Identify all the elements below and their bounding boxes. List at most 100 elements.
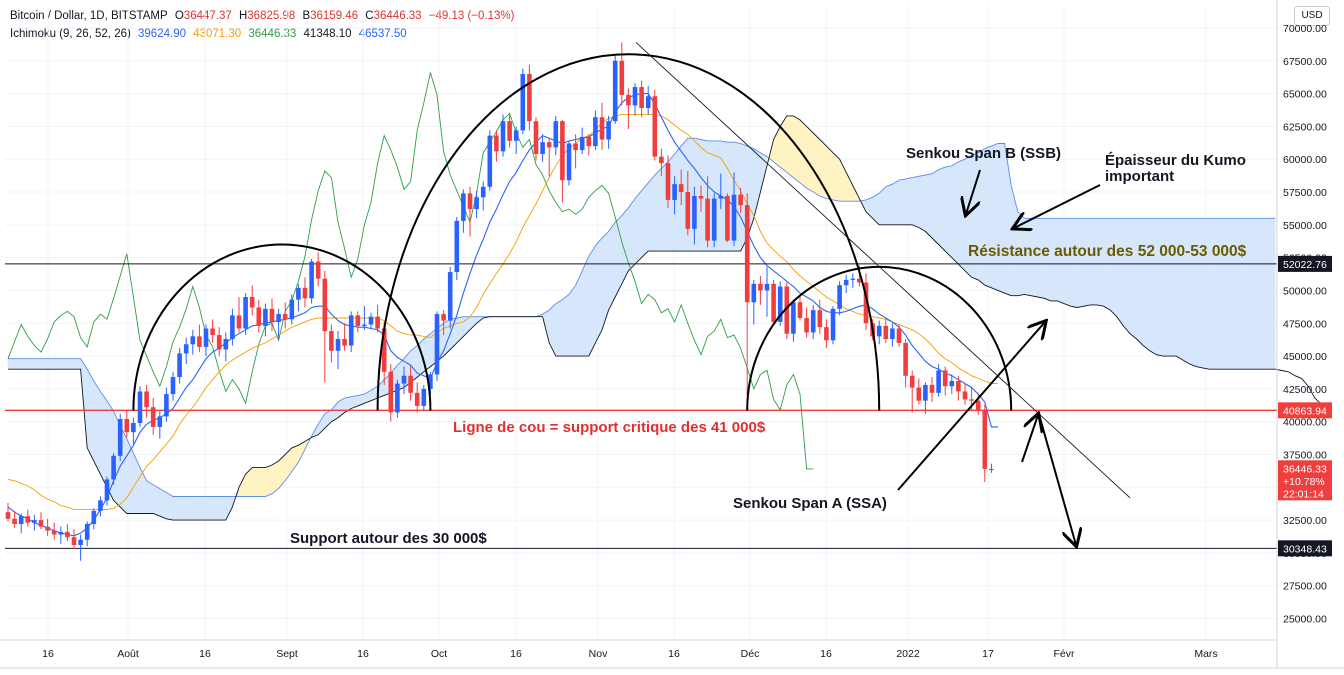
candle-body bbox=[678, 184, 684, 193]
candle-body bbox=[804, 318, 809, 333]
time-tick-label: 2022 bbox=[896, 648, 920, 660]
candle-body bbox=[612, 60, 618, 122]
candle bbox=[197, 324, 202, 353]
annotation-text: important bbox=[1105, 168, 1174, 185]
candle-body bbox=[692, 195, 697, 229]
time-tick-label: 17 bbox=[982, 648, 994, 660]
candle bbox=[395, 379, 400, 418]
candle bbox=[560, 119, 565, 203]
kumo-segment bbox=[641, 182, 649, 259]
kumo-segment bbox=[1149, 217, 1157, 356]
candle bbox=[65, 524, 70, 542]
candle-body bbox=[916, 387, 922, 401]
candle-body bbox=[989, 468, 994, 470]
kumo-segment bbox=[1096, 217, 1104, 307]
kijun-sen-line bbox=[7, 114, 998, 511]
current-price-text: 36446.33 bbox=[1283, 463, 1327, 475]
candle bbox=[441, 310, 446, 336]
candle bbox=[513, 126, 519, 154]
kumo-segment bbox=[608, 221, 616, 311]
candle-body bbox=[408, 375, 413, 393]
candle-body bbox=[824, 327, 829, 341]
kumo-segment bbox=[555, 299, 563, 357]
price-tick-label: 70000.00 bbox=[1283, 23, 1327, 35]
annotation-text: Senkou Span A (SSA) bbox=[733, 495, 887, 512]
candle bbox=[619, 42, 625, 106]
candle bbox=[124, 409, 130, 438]
candle bbox=[494, 130, 499, 162]
candle-body bbox=[969, 399, 974, 401]
price-label-text: 40863.94 bbox=[1283, 405, 1327, 417]
candle bbox=[302, 277, 308, 308]
candle-body bbox=[296, 287, 301, 300]
kumo-segment bbox=[812, 132, 821, 197]
kumo-segment bbox=[1083, 217, 1091, 307]
kumo-segment bbox=[20, 358, 29, 370]
candle bbox=[830, 306, 836, 345]
candle bbox=[355, 311, 361, 333]
price-tick-label: 55000.00 bbox=[1283, 220, 1327, 232]
kumo-segment bbox=[911, 175, 920, 228]
price-tick-label: 57500.00 bbox=[1283, 187, 1327, 199]
candle-body bbox=[725, 195, 730, 241]
kumo-segment bbox=[47, 358, 55, 370]
kumo-segment bbox=[944, 165, 953, 259]
kumo-segment bbox=[34, 358, 42, 370]
candle bbox=[797, 294, 803, 321]
candle bbox=[837, 281, 842, 316]
kumo-segment bbox=[1116, 217, 1124, 327]
legend-high-label: H bbox=[238, 10, 248, 22]
kumo-segment bbox=[984, 145, 992, 289]
candle-body bbox=[51, 530, 57, 535]
candle-body bbox=[474, 197, 479, 210]
time-tick-label: 16 bbox=[510, 648, 522, 660]
candle bbox=[428, 371, 433, 395]
kumo-segment bbox=[27, 358, 35, 370]
kumo-segment bbox=[166, 491, 174, 521]
candle-body bbox=[368, 316, 374, 325]
candle bbox=[131, 417, 136, 444]
candle bbox=[507, 114, 512, 148]
kumo-segment bbox=[1189, 217, 1197, 367]
trend-line bbox=[635, 42, 1131, 499]
kumo-segment bbox=[581, 256, 590, 357]
candle-body bbox=[771, 283, 776, 322]
kumo-segment bbox=[905, 177, 913, 226]
kumo-segment bbox=[1169, 217, 1177, 357]
price-tick-label: 67500.00 bbox=[1283, 56, 1327, 68]
time-tick-label: Oct bbox=[431, 648, 447, 660]
candle-body bbox=[718, 195, 724, 199]
kumo-segment bbox=[449, 317, 458, 351]
kumo-segment bbox=[997, 143, 1005, 294]
candle bbox=[579, 127, 585, 154]
senkou-span-a-line bbox=[8, 137, 1276, 497]
candle-body bbox=[936, 370, 941, 393]
senkou-span-b-line bbox=[8, 115, 1322, 521]
price-label-text: 30348.43 bbox=[1283, 543, 1327, 555]
candle bbox=[263, 303, 268, 337]
candle-body bbox=[190, 336, 196, 345]
candle bbox=[546, 138, 552, 177]
currency-button[interactable]: USD bbox=[1294, 6, 1330, 26]
candle-body bbox=[25, 516, 31, 523]
kumo-segment bbox=[456, 316, 464, 344]
kumo-segment bbox=[1063, 217, 1071, 307]
candle-body bbox=[243, 297, 248, 329]
candle bbox=[375, 304, 380, 333]
candle-body bbox=[111, 455, 116, 480]
candle-body bbox=[91, 510, 97, 525]
candle bbox=[711, 193, 717, 248]
kumo-segment bbox=[73, 358, 81, 370]
candle bbox=[137, 386, 143, 427]
kumo-segment bbox=[1195, 217, 1203, 369]
current-price-text: +10.78% bbox=[1283, 476, 1325, 488]
candle-body bbox=[546, 142, 552, 148]
kumo-segment bbox=[1057, 217, 1065, 305]
kumo-segment bbox=[806, 125, 814, 193]
candle-body bbox=[177, 353, 182, 378]
kumo-segment bbox=[654, 167, 662, 252]
kumo-segment bbox=[1202, 217, 1210, 370]
candle bbox=[78, 534, 83, 561]
arrow-ssb bbox=[966, 169, 981, 214]
